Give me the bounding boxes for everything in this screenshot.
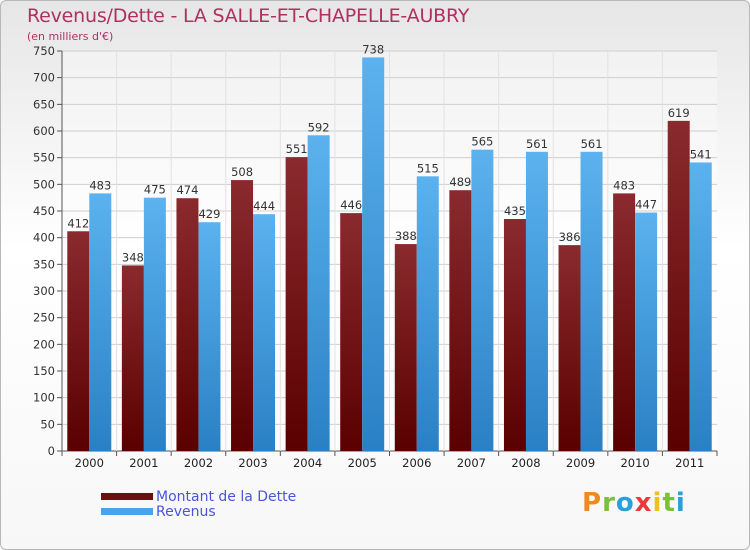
legend-swatch-revenus xyxy=(101,508,153,515)
chart-subtitle: (en milliers d'€) xyxy=(27,30,114,43)
x-tick-label: 2002 xyxy=(184,456,213,470)
x-tick-label: 2006 xyxy=(402,456,431,470)
x-tick-label: 2001 xyxy=(129,456,158,470)
bar-dette xyxy=(558,245,581,451)
bar-revenus xyxy=(689,162,712,451)
bar-revenus xyxy=(89,193,112,451)
bar-dette xyxy=(285,157,308,451)
data-label: 429 xyxy=(198,207,220,221)
bar-revenus xyxy=(307,135,330,451)
data-label: 541 xyxy=(690,147,712,161)
y-tick-label: 50 xyxy=(40,417,55,431)
data-label: 348 xyxy=(122,250,144,264)
legend-label-revenus: Revenus xyxy=(156,504,216,520)
y-tick-label: 600 xyxy=(33,124,55,138)
data-label: 388 xyxy=(395,229,417,243)
x-tick-label: 2007 xyxy=(457,456,486,470)
y-tick-label: 200 xyxy=(33,337,55,351)
bar-revenus xyxy=(580,151,603,452)
data-label: 738 xyxy=(362,42,384,56)
bar-dette xyxy=(176,198,199,451)
y-tick-label: 150 xyxy=(33,364,55,378)
y-tick-label: 450 xyxy=(33,204,55,218)
data-label: 444 xyxy=(253,199,275,213)
data-label: 475 xyxy=(144,183,166,197)
bar-revenus xyxy=(143,197,166,451)
x-tick-label: 2011 xyxy=(675,456,704,470)
y-tick-label: 0 xyxy=(48,444,55,458)
chart-title: Revenus/Dette - LA SALLE-ET-CHAPELLE-AUB… xyxy=(27,5,470,27)
data-label: 483 xyxy=(89,178,111,192)
y-tick-label: 500 xyxy=(33,177,55,191)
bar-dette xyxy=(503,219,526,451)
data-label: 619 xyxy=(668,106,690,120)
bar-revenus xyxy=(416,176,439,452)
y-tick-label: 400 xyxy=(33,231,55,245)
bar-revenus xyxy=(198,222,221,451)
bar-dette xyxy=(340,213,363,451)
legend-label-dette: Montant de la Dette xyxy=(156,489,297,505)
bar-dette xyxy=(449,190,472,451)
bar-revenus xyxy=(635,212,658,451)
proxiti-logo: Proxiti xyxy=(582,488,686,518)
y-tick-label: 700 xyxy=(33,71,55,85)
data-label: 447 xyxy=(635,198,657,212)
data-label: 386 xyxy=(559,230,581,244)
data-label: 508 xyxy=(231,165,253,179)
data-label: 489 xyxy=(449,175,471,189)
legend-swatch-dette xyxy=(101,493,153,500)
y-tick-label: 550 xyxy=(33,151,55,165)
data-label: 412 xyxy=(67,216,89,230)
y-tick-label: 650 xyxy=(33,97,55,111)
data-label: 446 xyxy=(340,198,362,212)
data-label: 474 xyxy=(176,183,198,197)
y-tick-label: 350 xyxy=(33,257,55,271)
y-tick-label: 750 xyxy=(33,44,55,58)
data-label: 565 xyxy=(471,135,493,149)
y-tick-label: 100 xyxy=(33,391,55,405)
x-tick-label: 2000 xyxy=(75,456,104,470)
bar-revenus xyxy=(362,57,385,452)
data-label: 592 xyxy=(308,120,330,134)
bar-dette xyxy=(613,193,636,451)
data-label: 561 xyxy=(526,137,548,151)
y-tick-label: 300 xyxy=(33,284,55,298)
x-tick-label: 2009 xyxy=(566,456,595,470)
bar-revenus xyxy=(253,214,276,451)
data-label: 435 xyxy=(504,204,526,218)
bar-revenus xyxy=(525,151,548,452)
x-tick-label: 2005 xyxy=(348,456,377,470)
x-tick-label: 2008 xyxy=(511,456,540,470)
x-tick-label: 2010 xyxy=(620,456,649,470)
x-tick-label: 2004 xyxy=(293,456,322,470)
bar-dette xyxy=(231,180,254,452)
data-label: 515 xyxy=(417,161,439,175)
data-label: 561 xyxy=(581,137,603,151)
y-tick-label: 250 xyxy=(33,311,55,325)
data-label: 551 xyxy=(286,142,308,156)
bar-dette xyxy=(67,231,90,451)
bar-revenus xyxy=(471,149,494,451)
data-label: 483 xyxy=(613,178,635,192)
bar-dette xyxy=(121,265,144,451)
x-tick-label: 2003 xyxy=(238,456,267,470)
bar-dette xyxy=(667,120,690,451)
bar-dette xyxy=(394,244,417,451)
